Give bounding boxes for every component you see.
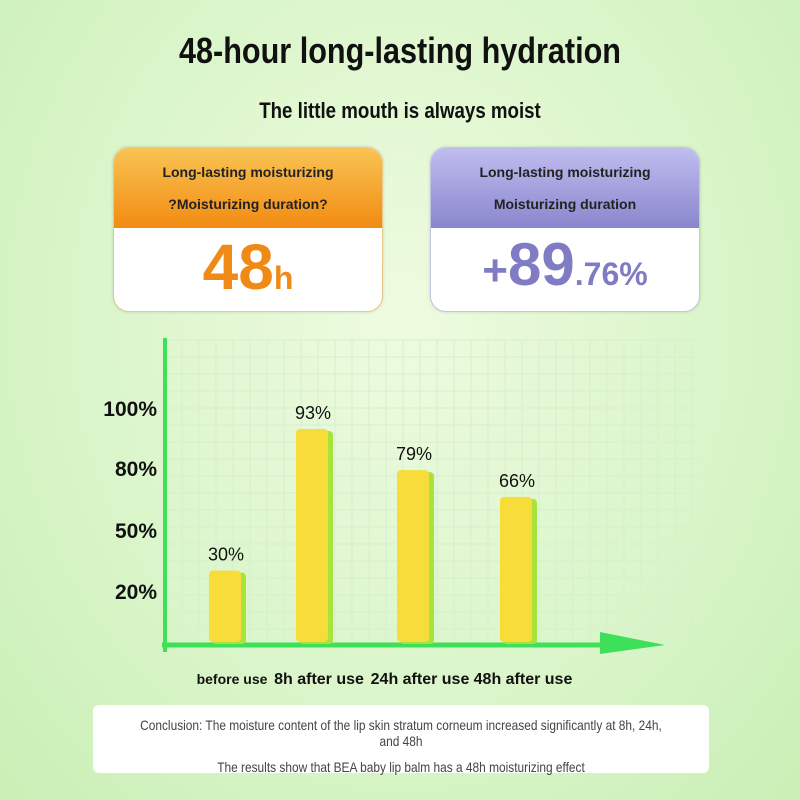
bar xyxy=(500,496,532,642)
conclusion-box: Conclusion: The moisture content of the … xyxy=(93,705,709,775)
x-tick-label: before use xyxy=(197,671,268,687)
card-line2: ?Moisturizing duration? xyxy=(168,196,328,212)
x-tick-label: 24h after use xyxy=(371,671,470,688)
bar xyxy=(209,570,241,642)
bar xyxy=(296,429,328,642)
y-tick-label: 100% xyxy=(103,398,157,421)
card-header: Long-lasting moisturizing Moisturizing d… xyxy=(431,148,699,228)
data-label: 66% xyxy=(499,471,535,491)
x-axis-arrow xyxy=(600,632,665,654)
y-tick-label: 50% xyxy=(115,520,157,543)
x-tick-label: 48h after use xyxy=(474,671,573,688)
value-prefix: + xyxy=(482,246,508,295)
value-unit: h xyxy=(273,260,294,296)
y-tick-label: 80% xyxy=(115,458,157,481)
y-tick-label: 20% xyxy=(115,581,157,604)
card-line1: Long-lasting moisturizing xyxy=(162,164,334,180)
value-number: 48 xyxy=(202,231,274,303)
data-label: 79% xyxy=(396,444,432,464)
value-number: 89 xyxy=(508,231,575,298)
moisture-bar-chart: 20% 50% 80% 100% 30% before use 93% 8h after us… xyxy=(103,338,700,688)
card-value: 48h xyxy=(114,230,382,304)
x-tick-label: 8h after use xyxy=(274,671,364,688)
page-subtitle: The little mouth is always moist xyxy=(259,98,541,123)
value-unit: .76% xyxy=(574,256,648,292)
increase-card: Long-lasting moisturizing Moisturizing d… xyxy=(430,147,700,312)
data-label: 30% xyxy=(208,545,244,565)
data-label: 93% xyxy=(295,403,331,423)
conclusion-line2: The results show that BEA baby lip balm … xyxy=(217,759,585,775)
bar xyxy=(397,470,429,642)
card-header: Long-lasting moisturizing ?Moisturizing … xyxy=(114,148,382,228)
card-line1: Long-lasting moisturizing xyxy=(479,164,651,180)
card-value: +89.76% xyxy=(431,230,699,299)
page-title: 48-hour long-lasting hydration xyxy=(179,30,621,71)
duration-card: Long-lasting moisturizing ?Moisturizing … xyxy=(113,147,383,312)
conclusion-line1: Conclusion: The moisture content of the … xyxy=(140,717,662,749)
card-line2: Moisturizing duration xyxy=(493,196,637,212)
